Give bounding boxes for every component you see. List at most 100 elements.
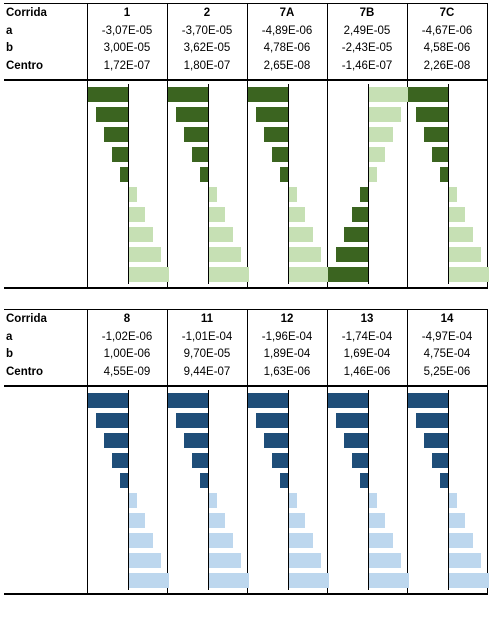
run-header: 12 (280, 313, 294, 325)
header-separator (4, 79, 488, 81)
bar (184, 432, 208, 448)
bar (96, 106, 128, 122)
bar (360, 186, 368, 202)
bar (112, 146, 128, 162)
column-divider (247, 309, 248, 593)
bar-axis (128, 84, 129, 284)
bar (184, 126, 208, 142)
coefficient-value: -1,02E-06 (101, 330, 153, 343)
bar (449, 532, 473, 548)
bar (369, 166, 377, 182)
bar (129, 186, 137, 202)
bar (360, 472, 368, 488)
bar (449, 552, 481, 568)
coefficient-value: 3,62E-05 (183, 42, 231, 54)
run-header: 7A (279, 7, 295, 19)
bar (209, 572, 249, 588)
bar (408, 86, 448, 102)
bar (328, 392, 368, 408)
bar (129, 532, 153, 548)
coefficient-value: -1,96E-04 (261, 330, 313, 343)
coefficient-value: -1,46E-07 (341, 59, 393, 72)
bar (449, 512, 465, 528)
bar (289, 532, 313, 548)
coefficient-value: -1,74E-04 (341, 330, 393, 343)
coefficient-value: 4,55E-09 (103, 365, 151, 378)
bar-axis (368, 390, 369, 590)
bar (449, 206, 465, 222)
row-label: Corrida (6, 313, 47, 325)
row-label: a (6, 330, 13, 343)
bar (432, 146, 448, 162)
bar (272, 452, 288, 468)
bar (264, 432, 288, 448)
bar (112, 452, 128, 468)
bar (272, 146, 288, 162)
coefficient-value: -4,67E-06 (421, 24, 473, 37)
bar (129, 512, 145, 528)
bar (209, 206, 225, 222)
coefficient-value: 2,65E-08 (263, 59, 311, 72)
bar (256, 106, 288, 122)
column-divider (407, 3, 408, 287)
run-header: 2 (203, 7, 211, 19)
bar (209, 266, 249, 282)
bar (129, 492, 137, 508)
coefficient-value: -1,01E-04 (181, 330, 233, 343)
bar (416, 412, 448, 428)
coefficient-value: 1,69E-04 (343, 348, 391, 360)
bar (104, 432, 128, 448)
bar (129, 552, 161, 568)
bar (264, 126, 288, 142)
bar (192, 452, 208, 468)
bar (289, 266, 329, 282)
coefficient-value: -4,89E-06 (261, 24, 313, 37)
bar (352, 452, 368, 468)
run-header: 7B (359, 7, 375, 19)
bar (344, 226, 368, 242)
bar (129, 206, 145, 222)
row-label: Centro (6, 365, 44, 378)
block-bottom-rule (4, 287, 488, 289)
bar (336, 412, 368, 428)
bar-axis (128, 390, 129, 590)
run-header: 7C (439, 7, 455, 19)
bar (449, 572, 489, 588)
bar (369, 126, 393, 142)
coefficient-value: 1,46E-06 (343, 365, 391, 378)
bar-axis (288, 84, 289, 284)
header-separator (4, 385, 488, 387)
coefficient-value: 1,63E-06 (263, 365, 311, 378)
bar (209, 186, 217, 202)
bar (104, 126, 128, 142)
bar (289, 492, 297, 508)
bar (120, 166, 128, 182)
bar-axis (448, 84, 449, 284)
bar-axis (448, 390, 449, 590)
coefficient-value: 4,75E-04 (423, 348, 471, 360)
block-top-rule (4, 3, 488, 4)
bar (248, 86, 288, 102)
bar (209, 532, 233, 548)
run-header: 14 (440, 313, 454, 325)
column-divider (407, 309, 408, 593)
bar (200, 472, 208, 488)
bar (432, 452, 448, 468)
coefficient-value: 1,72E-07 (103, 59, 151, 72)
run-header: 13 (360, 313, 374, 325)
coefficient-value: -3,70E-05 (181, 24, 233, 37)
row-label: Centro (6, 59, 44, 72)
column-divider (87, 309, 88, 593)
bar (248, 392, 288, 408)
bar (176, 106, 208, 122)
bar (449, 186, 457, 202)
run-header: 11 (200, 313, 214, 325)
coefficient-value: -3,07E-05 (101, 24, 153, 37)
bar (289, 206, 305, 222)
bar-axis (288, 390, 289, 590)
column-divider (247, 3, 248, 287)
column-divider (87, 3, 88, 287)
bar (449, 226, 473, 242)
bar (129, 226, 153, 242)
